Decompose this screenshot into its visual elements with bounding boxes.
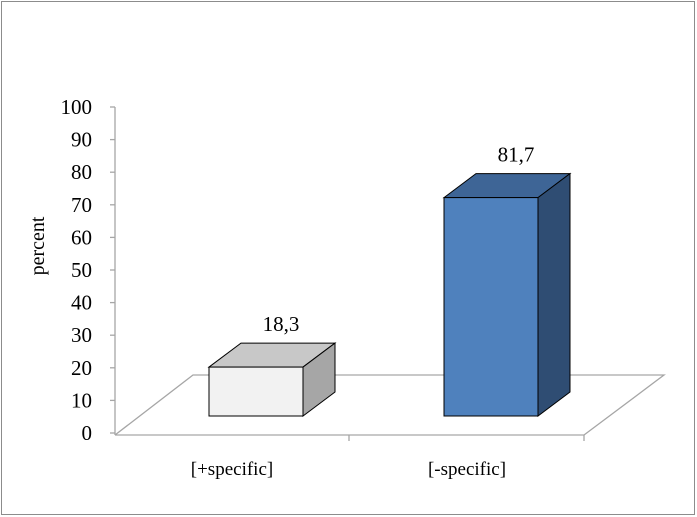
bar-front-face bbox=[443, 197, 539, 417]
y-tick-label: 20 bbox=[71, 356, 92, 380]
y-tick-label: 60 bbox=[71, 225, 92, 249]
y-tick-label: 70 bbox=[71, 193, 92, 217]
y-tick-label: 90 bbox=[71, 128, 92, 152]
x-category-label: [+specific] bbox=[191, 459, 273, 480]
bar-front-face bbox=[208, 366, 304, 417]
y-axis-title: percent bbox=[27, 216, 49, 275]
bar-1 bbox=[207, 342, 337, 417]
bar-side-face bbox=[537, 172, 571, 417]
y-tick-label: 50 bbox=[71, 258, 92, 282]
floor-outline bbox=[114, 374, 666, 436]
y-tick-label: 30 bbox=[71, 323, 92, 347]
bars bbox=[207, 172, 572, 417]
y-tick-label: 100 bbox=[61, 95, 93, 119]
y-tick-label: 0 bbox=[82, 421, 93, 445]
labels: 18,3 [+specific] 81,7 [-specific] bbox=[191, 143, 535, 480]
data-label: 18,3 bbox=[263, 312, 300, 336]
chart-floor bbox=[114, 374, 666, 441]
y-tick-label: 10 bbox=[71, 388, 92, 412]
y-axis: 0 10 20 30 40 50 60 70 80 90 100 bbox=[61, 95, 116, 445]
y-tick-label: 80 bbox=[71, 160, 92, 184]
y-tick-label: 40 bbox=[71, 291, 92, 315]
bar-2 bbox=[442, 172, 572, 417]
x-category-label: [-specific] bbox=[428, 459, 506, 480]
data-label: 81,7 bbox=[498, 143, 535, 167]
